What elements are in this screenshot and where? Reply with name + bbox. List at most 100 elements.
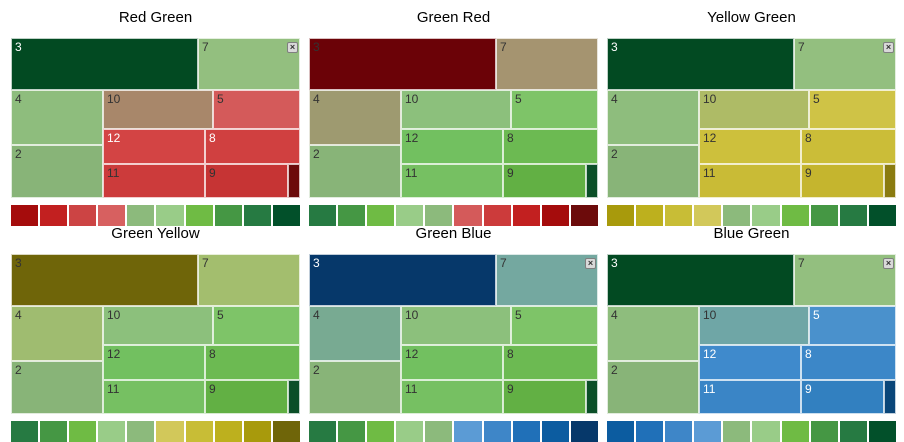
treemap-cell-4[interactable]: 4 xyxy=(607,90,699,145)
treemap-cell-4[interactable]: 4 xyxy=(607,306,699,361)
treemap-cell-11[interactable]: 11 xyxy=(103,164,205,198)
treemap-cell-8[interactable]: 8 xyxy=(205,345,300,380)
treemap-cell-7[interactable]: 7 xyxy=(198,254,300,306)
treemap-cell-8[interactable]: 8 xyxy=(801,345,896,380)
treemap-cell-10[interactable]: 10 xyxy=(699,90,809,129)
treemap-cell-11[interactable]: 11 xyxy=(699,380,801,414)
panel-title: Red Green xyxy=(118,9,193,26)
legend-swatch xyxy=(127,421,157,442)
cell-label: 5 xyxy=(813,92,820,106)
legend-swatch xyxy=(185,421,215,442)
treemap-cell-12[interactable]: 12 xyxy=(103,129,205,164)
treemap-cell-9[interactable]: 9 xyxy=(205,380,288,414)
treemap-cell-7[interactable]: 7 xyxy=(496,254,598,306)
treemap-cell-12[interactable]: 12 xyxy=(401,345,503,380)
treemap-cell-small[interactable] xyxy=(586,164,598,198)
cell-label: 11 xyxy=(703,166,716,180)
close-icon[interactable]: × xyxy=(883,258,894,269)
treemap-cell-small[interactable] xyxy=(884,164,896,198)
treemap-cell-3[interactable]: 3 xyxy=(11,38,198,90)
cell-label: 3 xyxy=(611,40,618,54)
treemap-cell-small[interactable] xyxy=(288,380,300,414)
close-icon[interactable]: × xyxy=(883,42,894,53)
legend-swatch xyxy=(665,421,695,442)
treemap-cell-8[interactable]: 8 xyxy=(503,345,598,380)
treemap-cell-8[interactable]: 8 xyxy=(503,129,598,164)
treemap-cell-3[interactable]: 3 xyxy=(607,38,794,90)
cell-label: 7 xyxy=(202,40,209,54)
treemap-cell-9[interactable]: 9 xyxy=(205,164,288,198)
close-icon[interactable]: × xyxy=(287,42,298,53)
legend-swatch xyxy=(636,421,666,442)
legend-swatch xyxy=(781,205,811,226)
close-icon[interactable]: × xyxy=(585,258,596,269)
cell-label: 12 xyxy=(405,131,419,145)
treemap-cell-5[interactable]: 5 xyxy=(511,90,598,129)
cell-label: 2 xyxy=(313,147,320,161)
cell-label: 9 xyxy=(507,166,514,180)
legend-swatch xyxy=(214,205,244,226)
treemap-cell-10[interactable]: 10 xyxy=(103,90,213,129)
treemap-cell-7[interactable]: 7 xyxy=(198,38,300,90)
treemap-cell-7[interactable]: 7 xyxy=(496,38,598,90)
treemap-cell-4[interactable]: 4 xyxy=(11,90,103,145)
treemap-cell-small[interactable] xyxy=(288,164,300,198)
legend-swatch xyxy=(665,205,695,226)
treemap-cell-3[interactable]: 3 xyxy=(11,254,198,306)
legend-swatch xyxy=(214,421,244,442)
treemap-cell-2[interactable]: 2 xyxy=(607,145,699,198)
treemap-cell-3[interactable]: 3 xyxy=(607,254,794,306)
treemap-cell-5[interactable]: 5 xyxy=(213,306,300,345)
treemap-cell-11[interactable]: 11 xyxy=(103,380,205,414)
treemap-cell-2[interactable]: 2 xyxy=(607,361,699,414)
color-legend xyxy=(11,205,300,226)
legend-swatch xyxy=(868,421,896,442)
treemap-cell-12[interactable]: 12 xyxy=(401,129,503,164)
treemap-cell-4[interactable]: 4 xyxy=(309,90,401,145)
treemap-cell-8[interactable]: 8 xyxy=(205,129,300,164)
treemap-cell-10[interactable]: 10 xyxy=(699,306,809,345)
treemap-cell-10[interactable]: 10 xyxy=(401,306,511,345)
treemap-cell-9[interactable]: 9 xyxy=(503,380,586,414)
treemap-cell-9[interactable]: 9 xyxy=(801,380,884,414)
treemap-cell-2[interactable]: 2 xyxy=(11,145,103,198)
legend-swatch xyxy=(156,205,186,226)
treemap-cell-2[interactable]: 2 xyxy=(309,145,401,198)
treemap-cell-5[interactable]: 5 xyxy=(511,306,598,345)
legend-swatch xyxy=(309,205,339,226)
legend-swatch xyxy=(512,421,542,442)
treemap-cell-5[interactable]: 5 xyxy=(809,90,896,129)
legend-swatch xyxy=(607,421,637,442)
treemap-cell-4[interactable]: 4 xyxy=(309,306,401,361)
treemap-cell-12[interactable]: 12 xyxy=(699,345,801,380)
treemap-cell-9[interactable]: 9 xyxy=(801,164,884,198)
treemap-cell-11[interactable]: 11 xyxy=(401,380,503,414)
treemap-cell-10[interactable]: 10 xyxy=(103,306,213,345)
treemap-cell-9[interactable]: 9 xyxy=(503,164,586,198)
treemap-cell-7[interactable]: 7 xyxy=(794,38,896,90)
treemap-cell-11[interactable]: 11 xyxy=(401,164,503,198)
legend-swatch xyxy=(40,421,70,442)
treemap-cell-5[interactable]: 5 xyxy=(809,306,896,345)
cell-label: 10 xyxy=(107,92,121,106)
treemap-cell-8[interactable]: 8 xyxy=(801,129,896,164)
legend-swatch xyxy=(11,205,41,226)
treemap-cell-11[interactable]: 11 xyxy=(699,164,801,198)
treemap-cell-7[interactable]: 7 xyxy=(794,254,896,306)
treemap-cell-2[interactable]: 2 xyxy=(309,361,401,414)
treemap-cell-12[interactable]: 12 xyxy=(699,129,801,164)
treemap-cell-small[interactable] xyxy=(884,380,896,414)
treemap-cell-10[interactable]: 10 xyxy=(401,90,511,129)
legend-swatch xyxy=(272,421,300,442)
treemap-cell-2[interactable]: 2 xyxy=(11,361,103,414)
treemap-cell-4[interactable]: 4 xyxy=(11,306,103,361)
cell-label: 3 xyxy=(611,256,618,270)
treemap-cell-3[interactable]: 3 xyxy=(309,38,496,90)
treemap-cell-12[interactable]: 12 xyxy=(103,345,205,380)
treemap-cell-3[interactable]: 3 xyxy=(309,254,496,306)
treemap-cell-5[interactable]: 5 xyxy=(213,90,300,129)
treemap-cell-small[interactable] xyxy=(586,380,598,414)
panel-red-green: Red Green 3 7 4 2 10 5 12 8 11 9 × xyxy=(11,8,300,228)
treemap: 3 7 4 2 10 5 12 8 11 9 × xyxy=(11,38,300,198)
legend-swatch xyxy=(752,205,782,226)
